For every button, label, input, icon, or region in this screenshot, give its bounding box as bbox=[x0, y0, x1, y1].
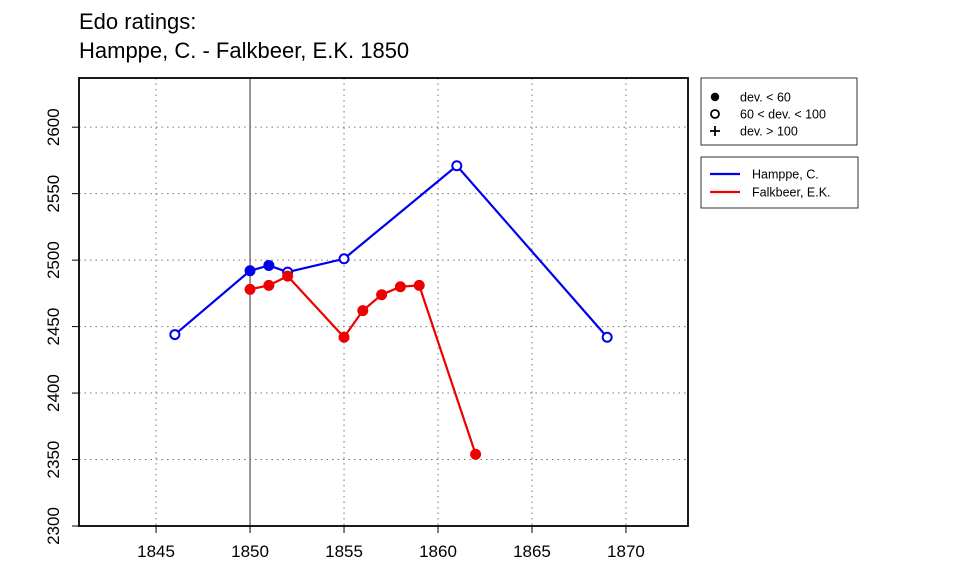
marker-legend: dev. < 60 60 < dev. < 100 dev. > 100 bbox=[700, 77, 858, 146]
y-tick-label: 2300 bbox=[44, 507, 63, 545]
chart-title-line-2: Hamppe, C. - Falkbeer, E.K. 1850 bbox=[79, 38, 410, 63]
data-point bbox=[282, 270, 294, 282]
chart-title-line-1: Edo ratings: bbox=[79, 9, 197, 34]
x-tick-label: 1850 bbox=[231, 542, 269, 561]
data-point bbox=[470, 448, 482, 460]
filled-circle-icon bbox=[710, 92, 720, 102]
series-legend-label: Hamppe, C. bbox=[752, 168, 819, 182]
marker-legend-box bbox=[700, 77, 858, 146]
x-tick-label: 1855 bbox=[325, 542, 363, 561]
series-legend: Hamppe, C. Falkbeer, E.K. bbox=[700, 156, 859, 209]
data-point bbox=[338, 331, 350, 343]
y-tick-label: 2550 bbox=[44, 175, 63, 213]
data-point bbox=[394, 281, 406, 293]
data-point bbox=[263, 259, 275, 271]
data-point bbox=[451, 160, 463, 172]
series-group bbox=[169, 160, 613, 460]
plot-frame bbox=[78, 77, 689, 527]
x-tick-label: 1845 bbox=[137, 542, 175, 561]
marker-legend-label: 60 < dev. < 100 bbox=[740, 108, 826, 122]
series-legend-box bbox=[700, 156, 859, 209]
data-point bbox=[601, 331, 613, 343]
data-point bbox=[357, 305, 369, 317]
x-axis-ticks: 1845 1850 1855 1860 1865 1870 bbox=[137, 526, 645, 561]
data-point bbox=[169, 329, 181, 341]
data-point bbox=[244, 265, 256, 277]
data-point bbox=[263, 279, 275, 291]
data-point bbox=[376, 289, 388, 301]
y-tick-label: 2400 bbox=[44, 374, 63, 412]
x-tick-label: 1865 bbox=[513, 542, 551, 561]
y-tick-label: 2600 bbox=[44, 108, 63, 146]
y-tick-label: 2500 bbox=[44, 241, 63, 279]
grid bbox=[79, 78, 688, 527]
series-legend-label: Falkbeer, E.K. bbox=[752, 186, 831, 200]
x-tick-label: 1870 bbox=[607, 542, 645, 561]
y-tick-label: 2450 bbox=[44, 308, 63, 346]
marker-legend-label: dev. < 60 bbox=[740, 91, 791, 105]
y-axis-ticks: 2300 2350 2400 2450 2500 2550 2600 bbox=[44, 108, 79, 545]
series-line bbox=[249, 274, 477, 455]
data-point bbox=[244, 283, 256, 295]
marker-legend-label: dev. > 100 bbox=[740, 125, 798, 139]
series-line bbox=[174, 164, 609, 338]
data-point bbox=[413, 279, 425, 291]
data-point bbox=[338, 253, 350, 265]
x-tick-label: 1860 bbox=[419, 542, 457, 561]
open-circle-icon bbox=[710, 109, 720, 119]
y-tick-label: 2350 bbox=[44, 441, 63, 479]
plus-icon bbox=[710, 126, 720, 136]
